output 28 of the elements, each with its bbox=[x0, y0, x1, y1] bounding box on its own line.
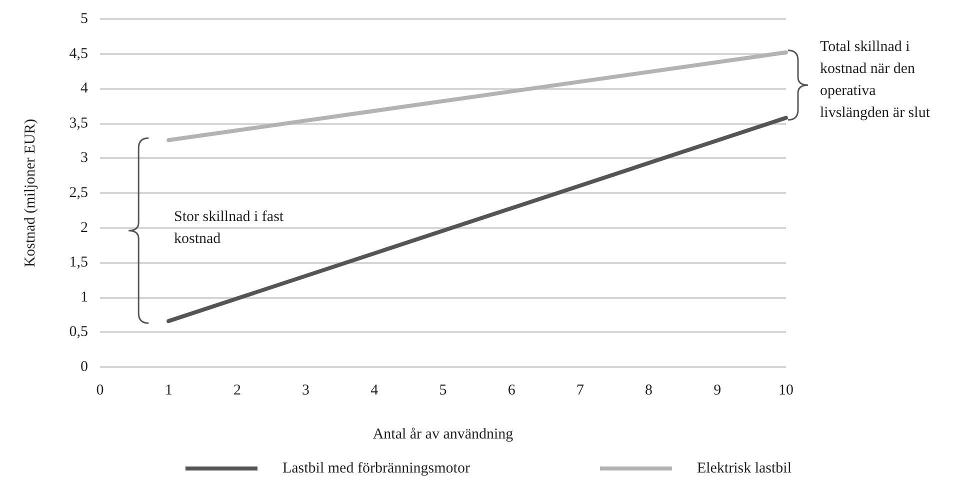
y-tick-label: 1 bbox=[80, 289, 88, 306]
x-tick-label: 9 bbox=[714, 382, 722, 398]
legend-label: Elektrisk lastbil bbox=[696, 460, 792, 476]
x-tick-label: 2 bbox=[233, 382, 241, 398]
y-tick-label: 0 bbox=[80, 359, 88, 375]
y-tick-label: 4 bbox=[80, 80, 88, 97]
annotation: Stor skillnad i fast kostnad bbox=[174, 209, 284, 247]
y-tick-label: 2,5 bbox=[69, 185, 88, 201]
y-tick-label: 3,5 bbox=[69, 115, 88, 132]
y-tick-label: 0,5 bbox=[69, 324, 88, 340]
y-tick-label: 3 bbox=[80, 150, 88, 166]
legend-label: Lastbil med förbränningsmotor bbox=[282, 460, 470, 476]
x-tick-label: 3 bbox=[302, 382, 310, 398]
y-tick-label: 4,5 bbox=[69, 46, 88, 62]
x-tick-label: 6 bbox=[508, 382, 516, 398]
y-tick-label: 5 bbox=[80, 11, 88, 27]
y-axis-title: Kostnad (miljoner EUR) bbox=[22, 118, 38, 268]
x-tick-label: 8 bbox=[645, 382, 653, 398]
text: Total skillnad i kostnad när den operativa livslängden är slut bbox=[820, 39, 931, 121]
x-tick-label: 1 bbox=[164, 382, 172, 398]
x-tick-label: 0 bbox=[96, 382, 104, 398]
x-axis-title: Antal år av användning bbox=[372, 426, 514, 442]
x-tick-label: 10 bbox=[778, 382, 794, 398]
x-tick-label: 5 bbox=[439, 382, 447, 398]
x-tick-label: 7 bbox=[576, 382, 584, 398]
x-tick-label: 4 bbox=[370, 382, 379, 398]
y-tick-label: 2 bbox=[80, 220, 88, 236]
y-tick-label: 1,5 bbox=[69, 254, 88, 271]
